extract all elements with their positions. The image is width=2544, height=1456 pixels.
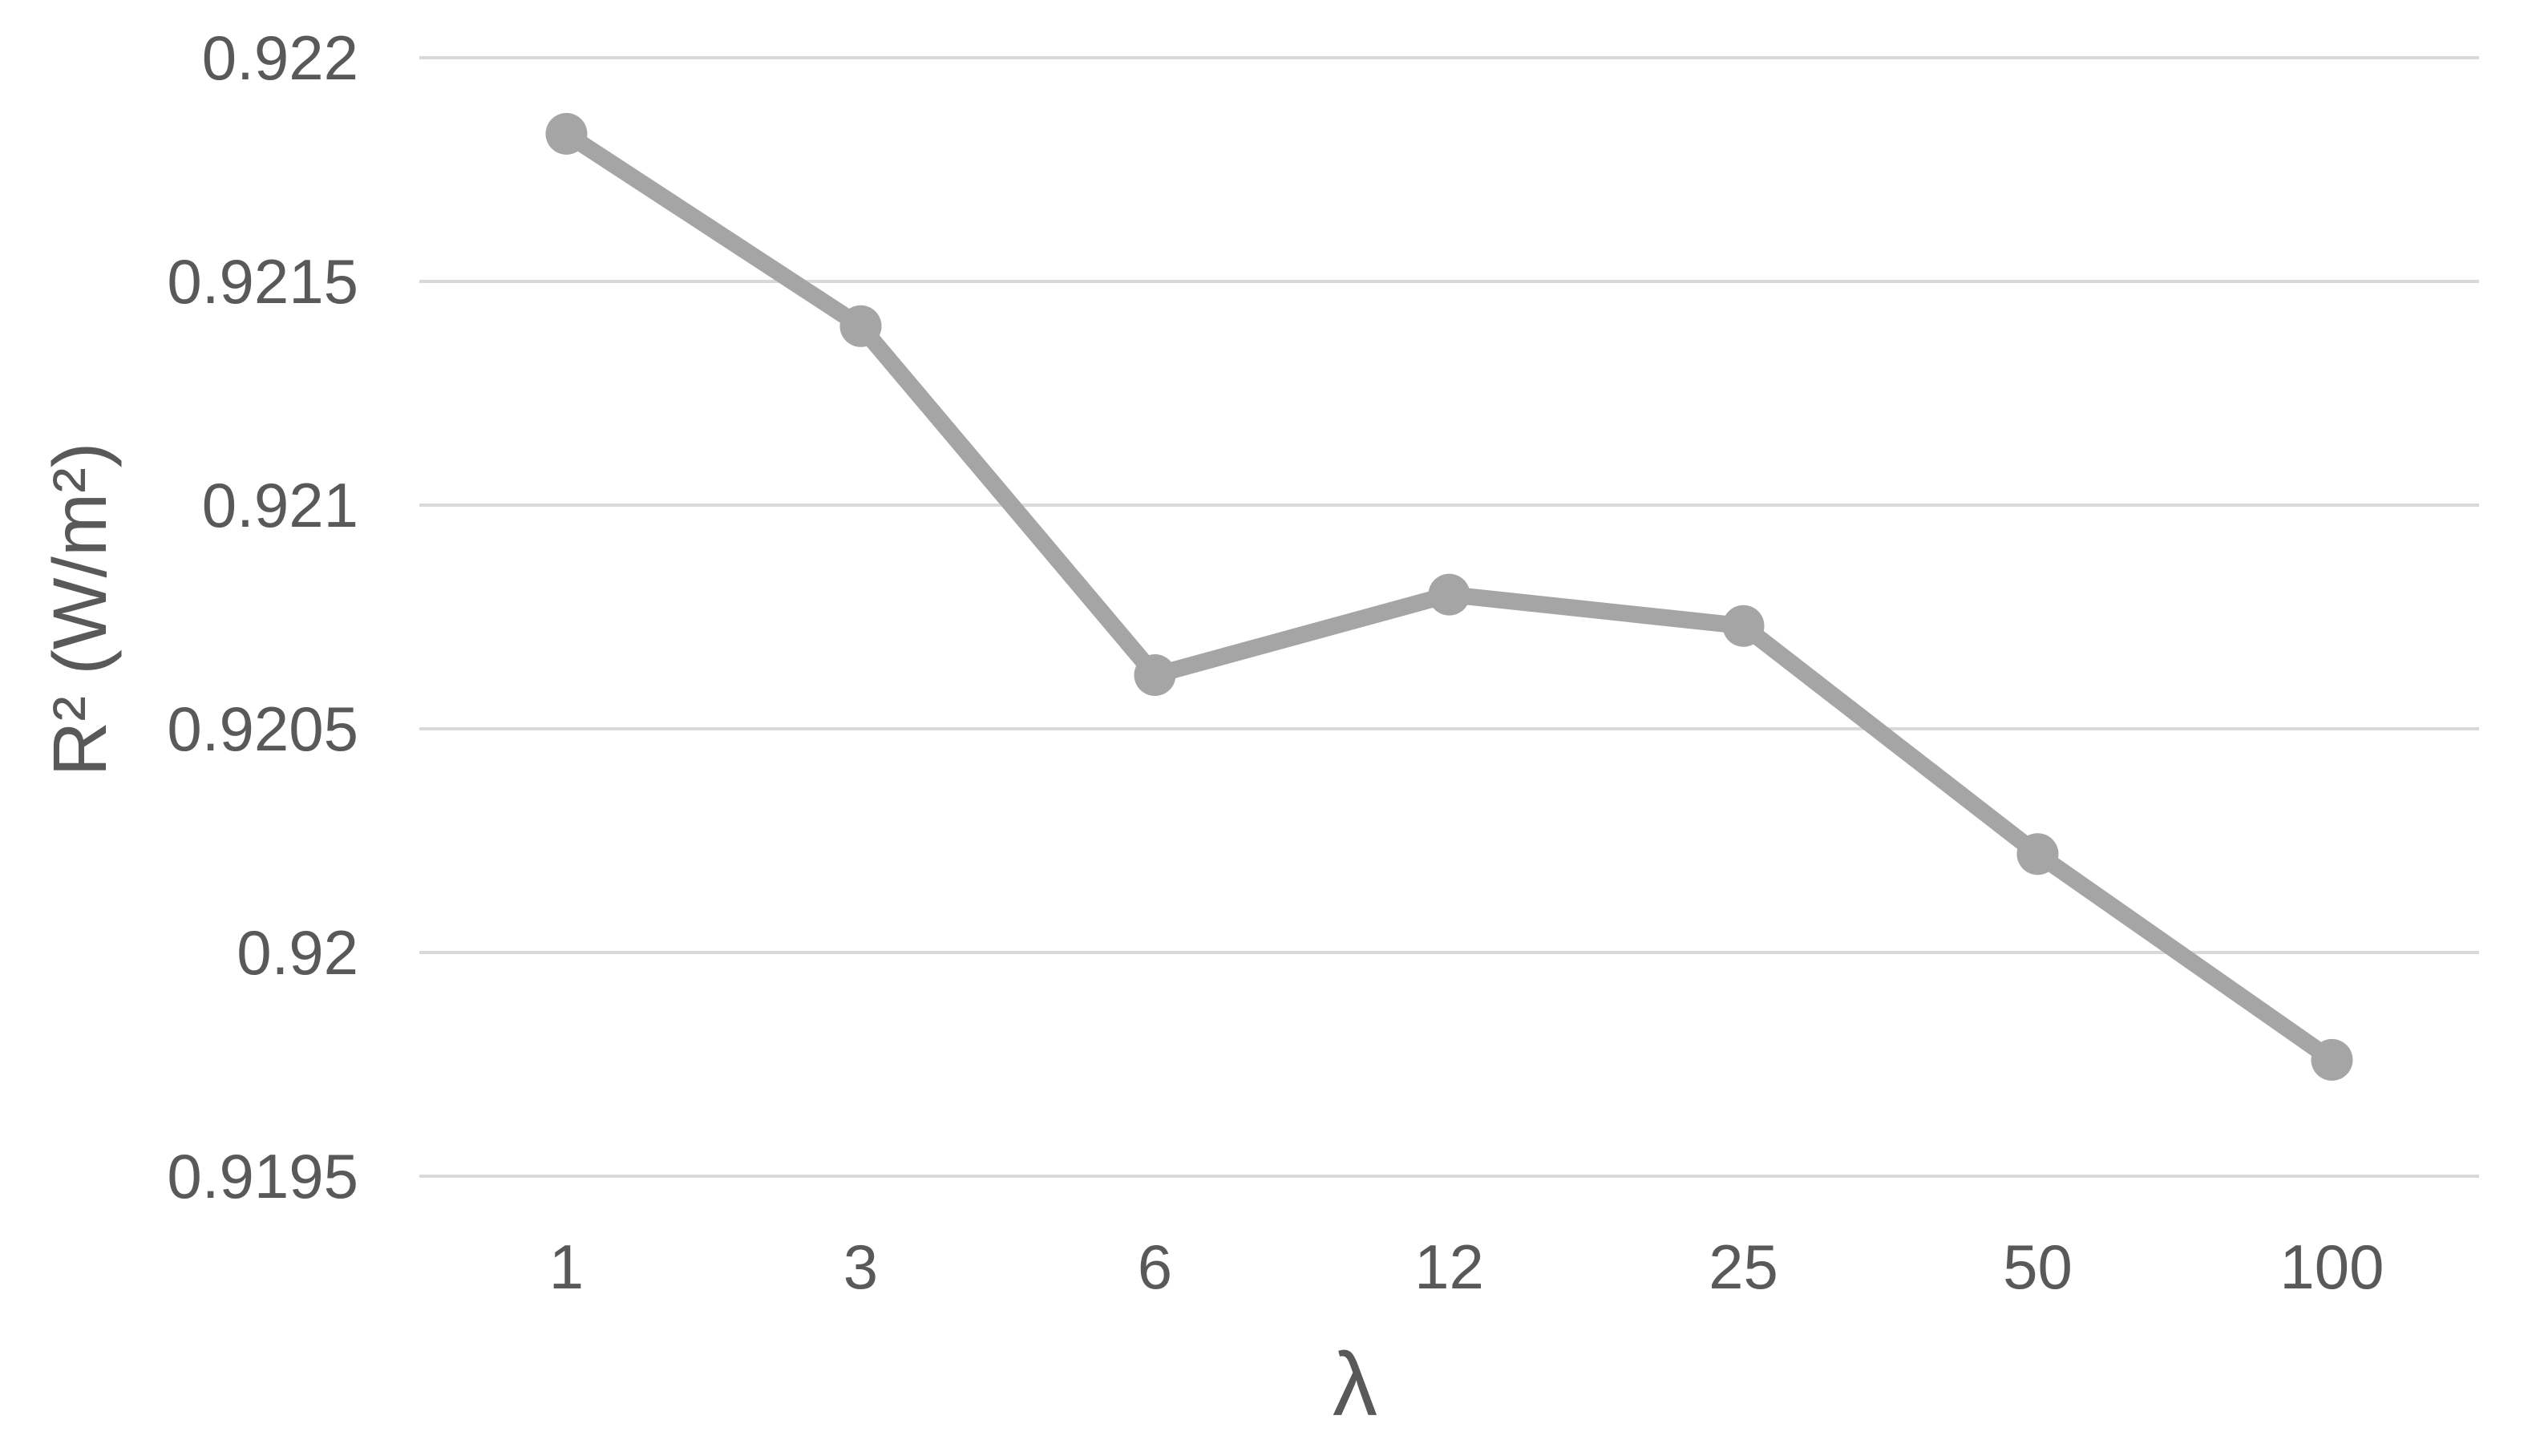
x-axis-title: λ: [1333, 1334, 1377, 1434]
data-point-marker: [545, 112, 588, 155]
data-point-marker: [2311, 1038, 2353, 1081]
y-tick-label: 0.92: [237, 917, 358, 988]
data-series: [545, 112, 2353, 1081]
data-point-marker: [1428, 573, 1470, 616]
data-point-marker: [1722, 605, 1765, 647]
x-category-label: 25: [1709, 1232, 1778, 1302]
data-point-marker: [2016, 833, 2059, 876]
x-category-label: 100: [2279, 1232, 2384, 1302]
x-category-label: 50: [2003, 1232, 2073, 1302]
y-axis-tick-labels: 0.922 0.9215 0.921 0.9205 0.92 0.9195: [167, 22, 358, 1211]
x-axis-category-labels: 1 3 6 12 25 50 100: [549, 1232, 2384, 1302]
data-point-marker: [839, 305, 882, 347]
x-category-label: 3: [843, 1232, 878, 1302]
x-category-label: 1: [549, 1232, 584, 1302]
y-tick-label: 0.921: [202, 470, 358, 540]
y-tick-label: 0.922: [202, 22, 358, 93]
x-category-label: 6: [1138, 1232, 1172, 1302]
y-tick-label: 0.9205: [167, 694, 358, 764]
gridlines: [419, 56, 2479, 1178]
y-tick-label: 0.9195: [167, 1141, 358, 1211]
y-tick-label: 0.9215: [167, 246, 358, 317]
x-category-label: 12: [1414, 1232, 1484, 1302]
data-point-marker: [1134, 654, 1176, 696]
y-axis-title: R² (W/m²): [38, 442, 123, 777]
